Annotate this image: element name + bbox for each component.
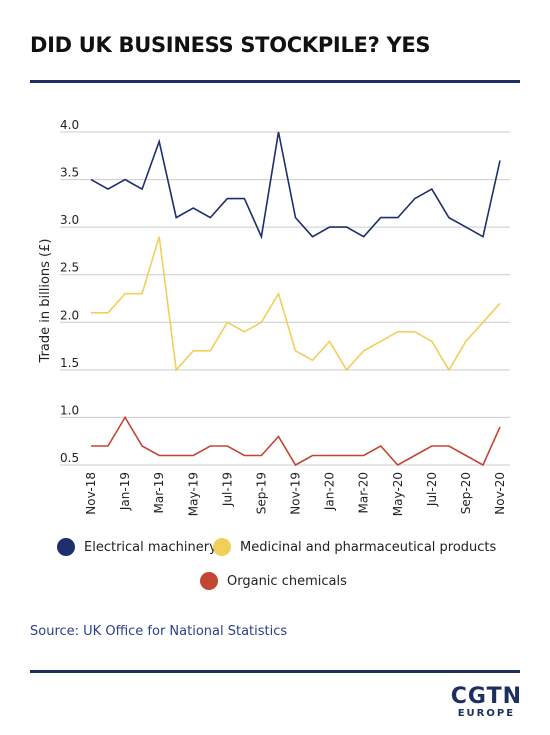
x-axis-ticks: Nov-18 Jan-19 Mar-19 May-19 Jul-19 Sep-19 Nov-…	[84, 472, 507, 516]
x-tick-label: Nov-18	[84, 472, 98, 515]
series-line-medicinal-and-pharmaceutical-products	[91, 236, 501, 372]
y-tick-label: 1.0	[60, 403, 79, 417]
x-tick-label: Jan-20	[323, 472, 337, 511]
logo-subtitle: EUROPE	[457, 708, 516, 719]
grid-lines	[60, 131, 510, 466]
x-tick-label: May-20	[391, 472, 405, 516]
x-tick-label: Jan-19	[118, 472, 132, 511]
series-lines	[90, 131, 501, 467]
legend-label: Organic chemicals	[227, 573, 347, 589]
x-tick-label: Sep-19	[254, 472, 268, 514]
x-tick-label: Sep-20	[459, 472, 473, 514]
x-tick-label: May-19	[186, 472, 200, 516]
chart-title: DID UK BUSINESS STOCKPILE? YES	[30, 33, 431, 57]
y-axis-ticks: 4.0 3.5 3.0 2.5 2.0 1.5 1.0 0.5	[60, 118, 79, 465]
x-tick-label: Nov-20	[493, 472, 507, 515]
y-tick-label: 1.5	[60, 356, 79, 370]
legend-item-medicinal-products: Medicinal and pharmaceutical products	[213, 538, 496, 556]
y-axis-label: Trade in billions (£)	[38, 239, 53, 364]
line-chart: 4.0 3.5 3.0 2.5 2.0 1.5 1.0 0.5 Nov-18 Jan-19 Mar…	[38, 118, 510, 516]
x-tick-label: Jul-19	[220, 472, 234, 507]
y-tick-label: 2.0	[60, 308, 79, 322]
bottom-divider	[30, 670, 520, 673]
legend-label: Medicinal and pharmaceutical products	[240, 539, 497, 555]
legend-label: Electrical machinery	[84, 539, 217, 555]
series-line-organic-chemicals	[91, 415, 501, 467]
y-tick-label: 0.5	[60, 451, 79, 465]
top-divider	[30, 80, 520, 83]
x-tick-label: Nov-19	[289, 472, 303, 515]
y-tick-label: 2.5	[60, 261, 79, 275]
series-line-electrical-machinery	[90, 131, 501, 240]
x-tick-label: Mar-19	[152, 472, 166, 513]
y-tick-label: 4.0	[60, 118, 79, 132]
legend-swatch-organic-chemicals	[200, 572, 218, 590]
x-tick-label: Mar-20	[357, 472, 371, 513]
legend-item-organic-chemicals: Organic chemicals	[200, 572, 347, 590]
y-tick-label: 3.0	[60, 213, 79, 227]
logo-wordmark: CGTN	[450, 684, 522, 709]
source-note: Source: UK Office for National Statistic…	[30, 624, 288, 639]
cgtn-logo: CGTN EUROPE	[451, 686, 522, 720]
x-tick-label: Jul-20	[425, 472, 439, 507]
legend-swatch-medicinal-products	[213, 538, 231, 556]
legend-item-electrical-machinery: Electrical machinery	[57, 538, 217, 556]
y-tick-label: 3.5	[60, 166, 79, 180]
legend-swatch-electrical-machinery	[57, 538, 75, 556]
